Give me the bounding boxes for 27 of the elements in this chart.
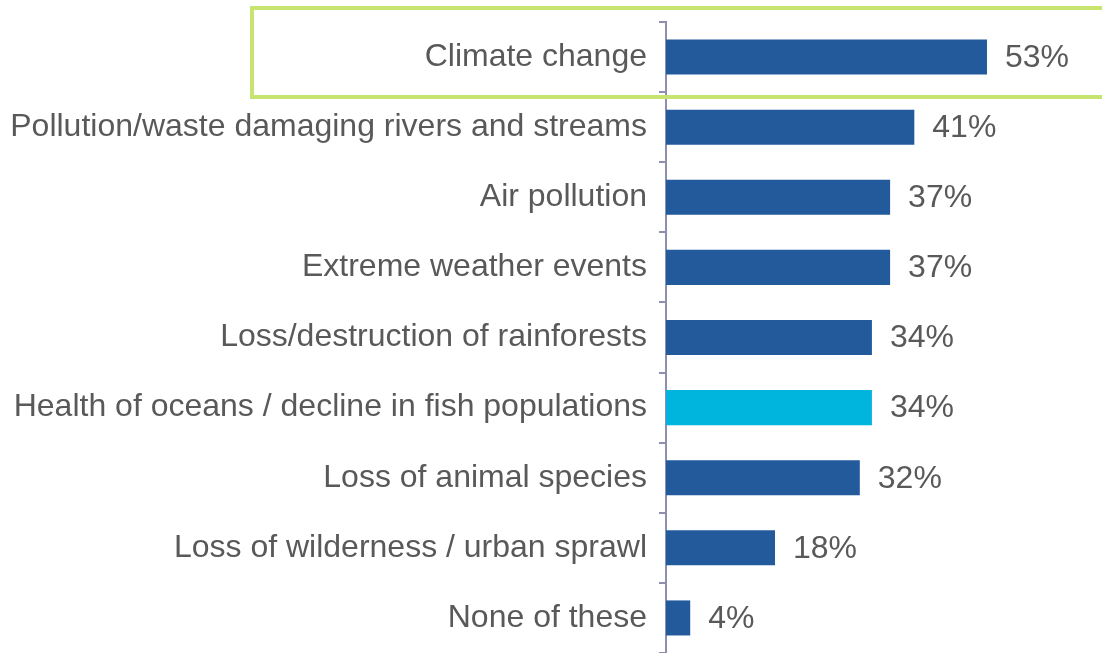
y-tick-label: Health of oceans / decline in fish populations: [13, 387, 647, 424]
data-label: 4%: [708, 598, 755, 635]
y-tick-label: Pollution/waste damaging rivers and streams: [10, 106, 647, 143]
bar: [666, 530, 776, 566]
bar: [666, 460, 860, 496]
y-tick-label: Loss/destruction of rainforests: [220, 317, 647, 354]
bar: [666, 600, 691, 636]
y-tick-label: Loss of animal species: [323, 457, 647, 494]
bar: [666, 39, 987, 75]
data-label: 53%: [1005, 37, 1070, 74]
y-tick-label: None of these: [447, 597, 647, 634]
data-label: 18%: [793, 528, 858, 565]
bar: [666, 390, 872, 426]
y-tick-label: Extreme weather events: [301, 247, 647, 284]
data-label: 34%: [889, 318, 954, 355]
y-tick-label: Climate change: [424, 36, 647, 73]
bar: [666, 109, 915, 145]
data-label: 32%: [877, 458, 942, 495]
bar: [666, 319, 872, 356]
data-label: 41%: [932, 107, 997, 144]
data-label: 34%: [889, 388, 954, 425]
data-label: 37%: [908, 248, 973, 285]
y-tick-label: Air pollution: [479, 177, 647, 214]
bar: [666, 249, 891, 285]
data-label: 37%: [908, 178, 973, 215]
y-tick-label: Loss of wilderness / urban sprawl: [173, 527, 647, 564]
bar: [666, 179, 891, 215]
